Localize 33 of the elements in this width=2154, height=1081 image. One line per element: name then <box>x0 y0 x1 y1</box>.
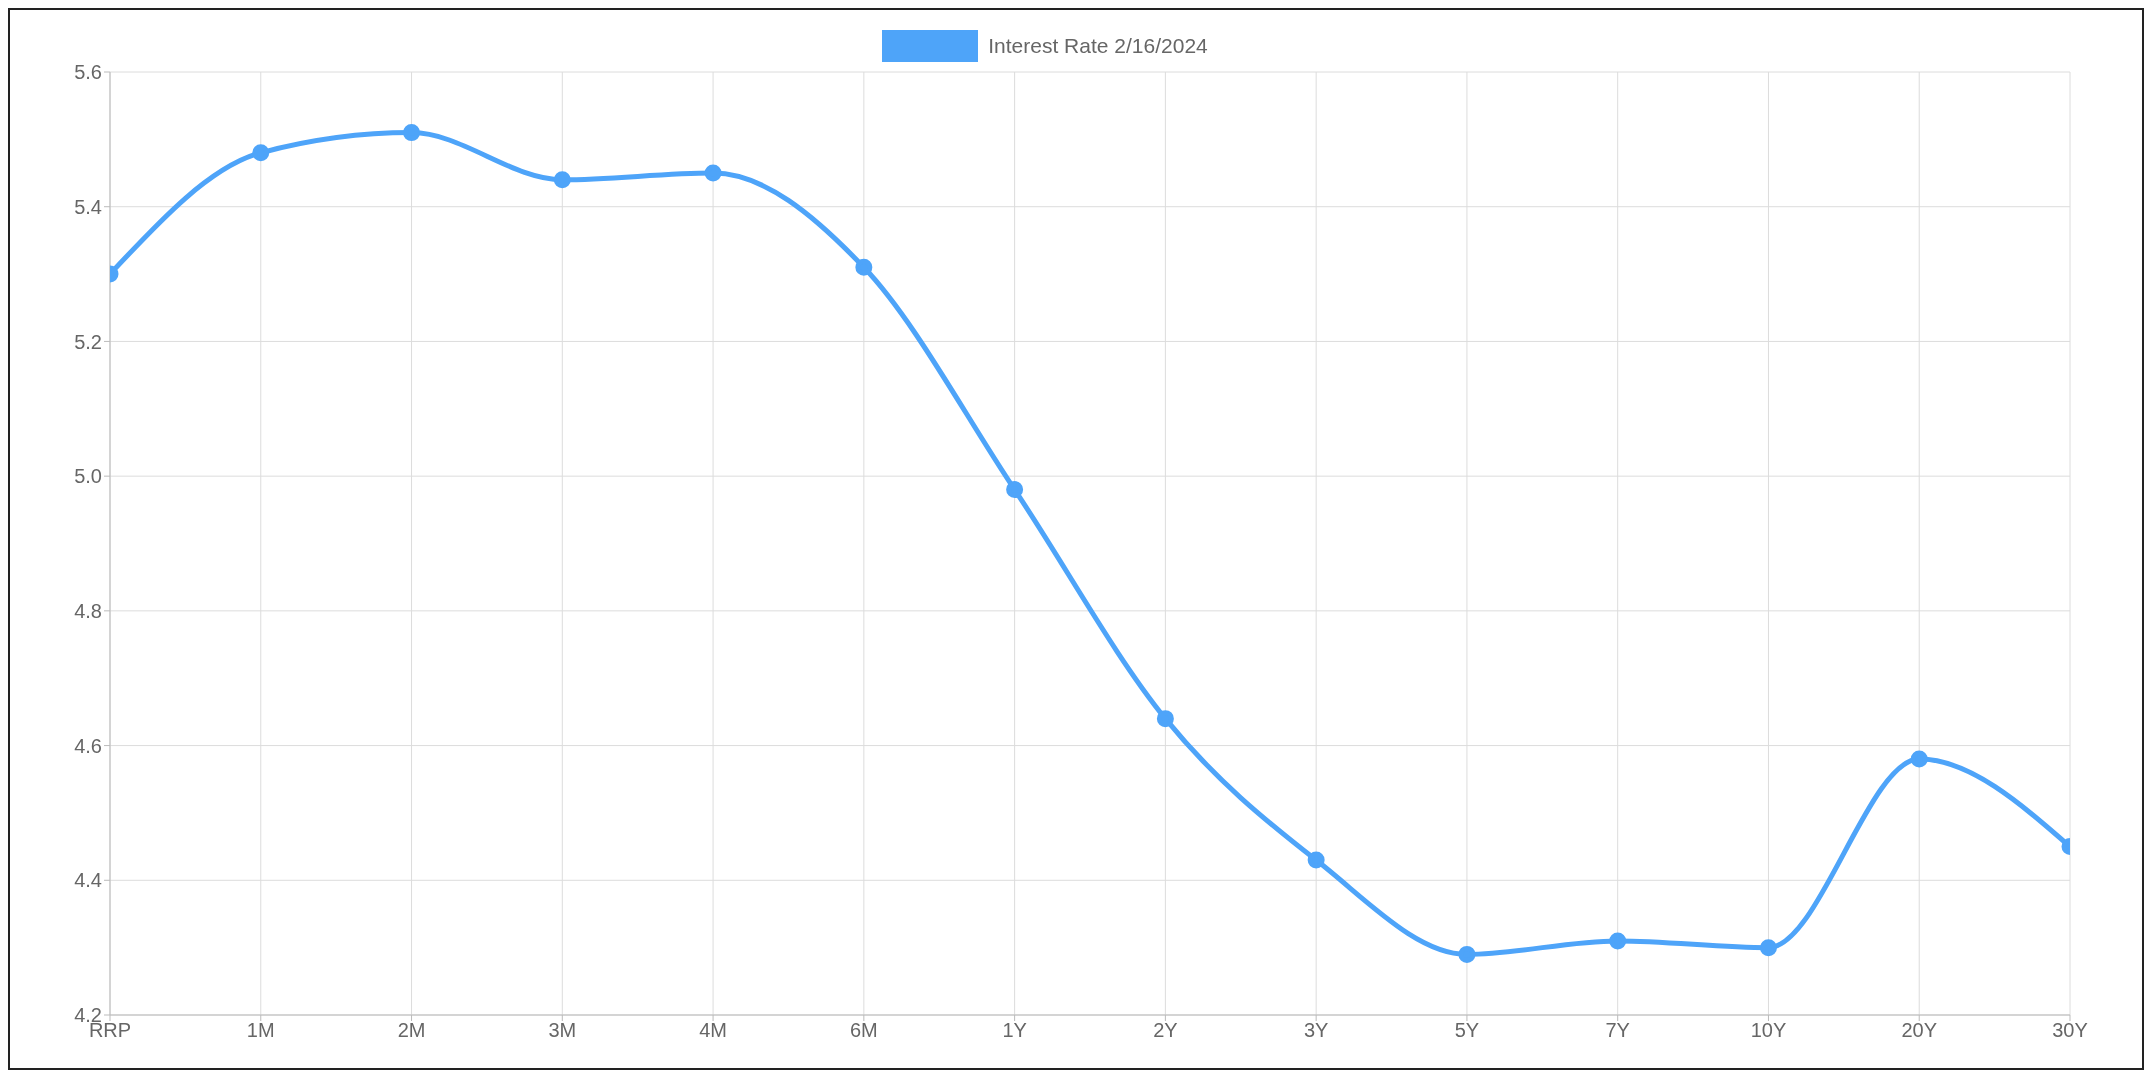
point <box>1458 945 1476 963</box>
point <box>1006 481 1024 499</box>
x-tick-label: 1Y <box>1002 1019 1027 1042</box>
x-tick-label: 10Y <box>1750 1019 1787 1042</box>
x-tick-label: 2M <box>397 1019 426 1042</box>
x-tick-label: 7Y <box>1605 1019 1630 1042</box>
y-tick-label: 5.0 <box>74 465 102 488</box>
point <box>1609 932 1627 950</box>
point <box>1156 710 1174 728</box>
y-tick-label: 5.2 <box>74 330 102 353</box>
y-tick-label: 4.6 <box>74 734 102 757</box>
point <box>704 164 722 182</box>
point <box>403 124 421 142</box>
y-tick-label: 4.8 <box>74 599 102 622</box>
point <box>1307 851 1325 869</box>
legend-label: Interest Rate 2/16/2024 <box>988 34 1208 58</box>
x-tick-label: 20Y <box>1901 1019 1938 1042</box>
x-tick-label: 4M <box>699 1019 727 1042</box>
x-tick-label: 3M <box>548 1019 577 1042</box>
y-tick-label: 4.4 <box>74 869 102 892</box>
y-tick-label: 5.4 <box>74 195 102 218</box>
point <box>1759 939 1777 957</box>
x-tick-label: 2Y <box>1153 1019 1178 1042</box>
x-tick-label: 1M <box>246 1019 275 1042</box>
point <box>553 171 571 189</box>
x-tick-label: 3Y <box>1303 1019 1329 1042</box>
x-tick-label: 30Y <box>2052 1019 2088 1042</box>
point <box>1910 750 1928 768</box>
x-tick-label: 6M <box>849 1019 878 1042</box>
point <box>855 258 873 276</box>
point <box>252 144 270 162</box>
x-tick-label: 5Y <box>1454 1019 1480 1042</box>
y-tick-label: 5.6 <box>74 61 102 84</box>
